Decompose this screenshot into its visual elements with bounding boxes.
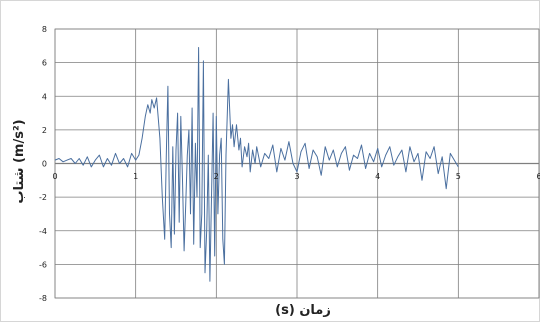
y-axis-title: شتاب (m/s²) xyxy=(12,119,27,203)
y-tick-label: 8 xyxy=(42,25,47,34)
y-tick-label: 0 xyxy=(42,160,47,169)
series-line xyxy=(54,47,459,282)
x-tick-label: 2 xyxy=(214,172,219,181)
x-tick-label: 6 xyxy=(536,172,540,181)
y-tick-label: 4 xyxy=(42,92,47,101)
x-tick-label: 1 xyxy=(133,172,138,181)
y-tick-label: 6 xyxy=(42,59,47,68)
y-tick-label: -4 xyxy=(39,227,47,236)
x-tick-label: 3 xyxy=(294,172,299,181)
plot-frame xyxy=(54,28,540,299)
y-tick-label: 2 xyxy=(42,126,47,135)
y-tick-label: -6 xyxy=(39,260,47,269)
x-tick-label: 5 xyxy=(456,172,461,181)
labels: 0 1 2 3 4 5 6 -8 -6 -4 -2 0 2 4 6 8 xyxy=(39,25,540,303)
y-tick-label: -8 xyxy=(39,294,47,303)
x-tick-label: 0 xyxy=(52,172,57,181)
y-tick-label: -2 xyxy=(39,193,47,202)
series-layer xyxy=(54,47,459,282)
x-axis-title: (s) زمان xyxy=(275,303,331,318)
axes xyxy=(54,28,540,299)
x-tick-label: 4 xyxy=(375,172,380,181)
